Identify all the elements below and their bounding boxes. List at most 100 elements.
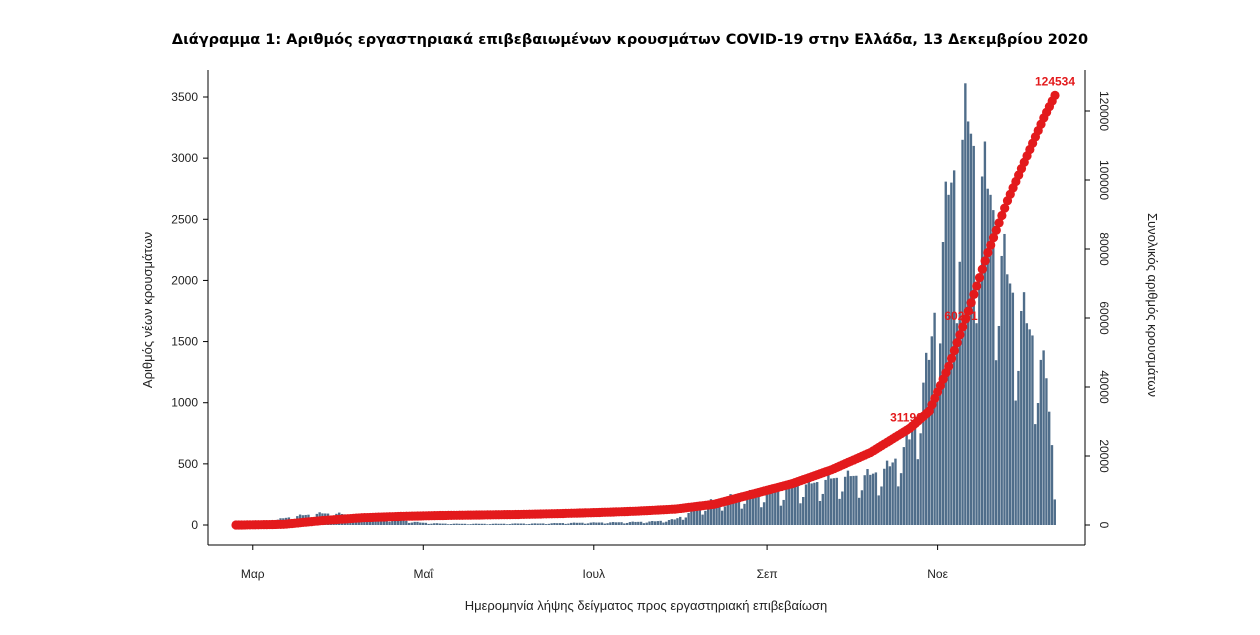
bar [849,476,852,525]
bar [729,494,732,525]
bar [863,475,866,525]
x-tick-label: Νοε [927,567,948,581]
annotations: 124534 60231 31190 [890,74,1075,424]
bar [614,522,618,525]
bar [835,477,838,525]
bar [575,522,578,525]
bar [877,495,880,525]
bar [813,482,816,525]
bar [648,521,651,525]
cumulative-point [946,353,957,364]
annotation-label: 31190 [890,410,923,424]
bar [690,510,693,525]
bar [911,428,914,525]
bar [936,395,939,525]
bar [458,523,461,525]
y-tick-label: 2500 [171,212,198,226]
bar [530,523,534,525]
bar [396,519,400,525]
bar [972,145,975,525]
cumulative-point [977,264,987,274]
bar [592,522,595,525]
y2-tick-label: 60000 [1097,301,1111,335]
bar [623,523,626,525]
bar [625,522,629,525]
bar [433,523,436,525]
bar [788,483,791,525]
bar [829,478,833,525]
annotation-label: 124534 [1035,74,1075,88]
bar [1003,233,1006,525]
bar [762,502,766,525]
bar [698,507,701,525]
bar [410,522,414,525]
bar [684,517,688,525]
bar [413,521,416,525]
bar [821,493,824,525]
bar [930,336,933,525]
bar [561,523,565,525]
chart-title: Διάγραμμα 1: Αριθμός εργαστηριακά επιβεβ… [171,32,1089,48]
bar [564,523,567,525]
bar [1014,400,1017,525]
bar [891,462,894,525]
bar [746,494,749,525]
bar [393,519,397,525]
cumulative-point [955,330,965,340]
bar [888,466,892,525]
bar [969,133,973,525]
bar [382,518,386,525]
bar [522,523,525,525]
bar [447,524,450,525]
bar [843,476,847,525]
bar [421,522,425,525]
bar [883,468,886,525]
bar-series [234,83,1056,526]
bar [944,181,947,525]
bar [718,499,721,525]
bar [1042,350,1045,525]
bar [939,343,942,525]
bar [511,523,514,525]
bar [866,469,869,525]
bar [916,459,920,525]
bar [902,447,906,525]
bar [474,523,478,525]
bar [472,523,475,525]
bar [553,523,556,525]
bar [483,523,486,525]
bar [519,523,523,525]
bar [461,523,464,525]
bar [578,522,581,525]
y2-tick-label: 40000 [1097,370,1111,404]
bar [556,523,559,525]
bar [785,488,788,525]
bar [871,473,875,525]
bar [824,479,827,525]
bar [494,523,497,525]
bar [827,473,830,525]
bar [441,523,444,525]
bar [1008,283,1012,525]
bar [838,498,841,525]
bar [687,512,690,525]
bar [709,499,713,525]
bar [670,519,674,525]
bar [1000,255,1003,525]
bar [673,519,676,525]
bar [620,522,623,525]
bar [536,523,539,525]
bar [586,523,590,525]
bar [550,523,553,525]
bar [832,478,836,525]
y-tick-label: 3000 [171,151,198,165]
bar [852,475,855,525]
x-tick-label: Ιουλ [582,567,605,581]
bar [391,521,394,525]
bar [388,521,391,525]
y-tick-label: 500 [178,457,198,471]
bar [1045,378,1048,525]
bar [1050,445,1054,525]
axes: 0 500 1000 1500 2000 2500 3000 3500 0 20000 40000 6… [171,70,1111,581]
bar [734,496,738,525]
